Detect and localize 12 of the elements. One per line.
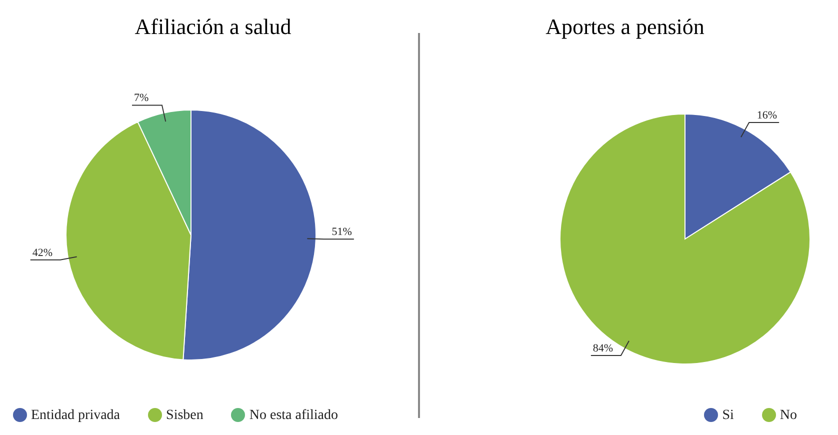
data-label: 42%: [32, 246, 53, 259]
data-label: 51%: [332, 226, 352, 238]
data-label: 7%: [134, 92, 149, 104]
data-label: 84%: [592, 342, 614, 355]
legend-label: Si: [722, 408, 734, 423]
chart-title: Aportes a pensión: [544, 14, 706, 41]
legend-label: Entidad privada: [31, 408, 120, 423]
legend-label: No esta afiliado: [249, 408, 338, 423]
chart-title: Afiliación a salud: [134, 14, 292, 41]
data-label: 16%: [756, 109, 778, 122]
legend-label: No: [780, 408, 797, 423]
legend-label: Sisben: [166, 408, 204, 423]
